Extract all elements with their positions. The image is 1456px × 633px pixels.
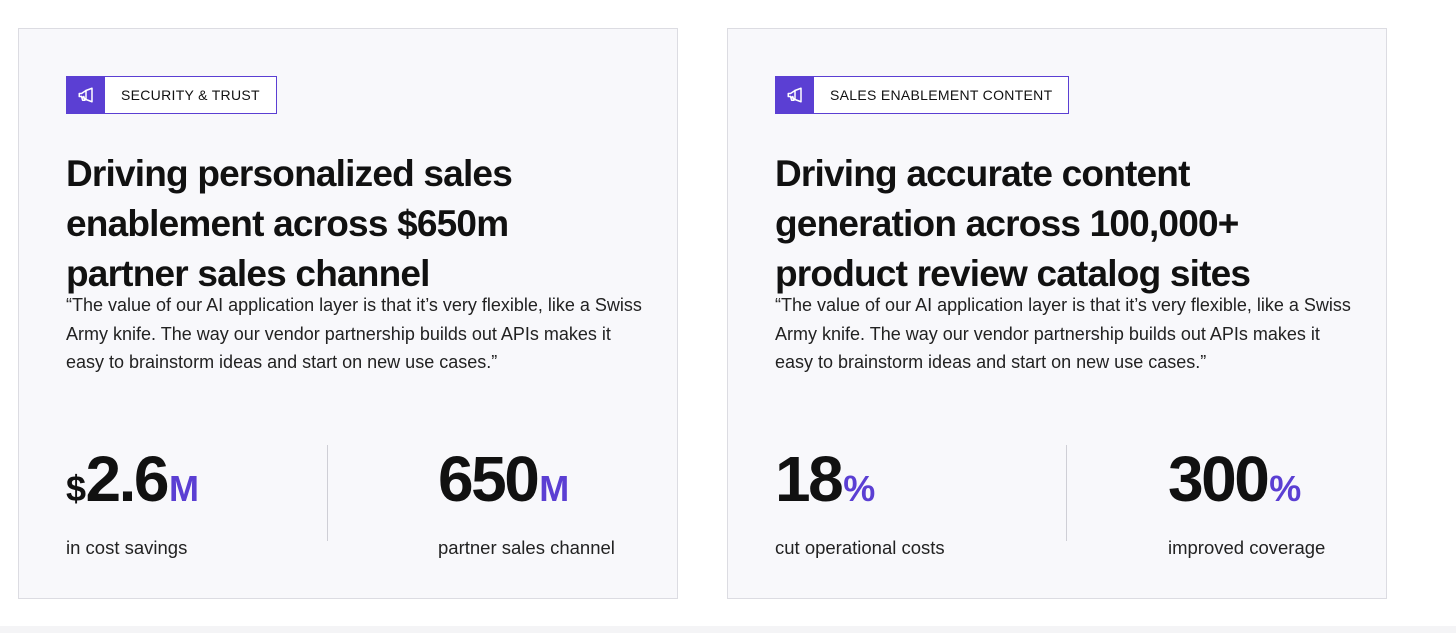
- stat-label: in cost savings: [66, 537, 188, 558]
- stat-divider: [1066, 445, 1067, 541]
- stat-label: partner sales channel: [438, 537, 615, 558]
- card-headline: Driving accurate content generation acro…: [775, 153, 1251, 294]
- stat-operational-costs: 18 % cut operational costs: [775, 441, 945, 559]
- stat-coverage: 300 % improved coverage: [1168, 441, 1325, 559]
- stat-label: cut operational costs: [775, 537, 945, 558]
- stat-suffix: M: [169, 468, 199, 509]
- stat-value: 300 %: [1168, 441, 1325, 517]
- stat-divider: [327, 445, 328, 541]
- stat-number: 650: [438, 443, 540, 515]
- card-headline: Driving personalized sales enablement ac…: [66, 153, 513, 294]
- stat-value: 650 M: [438, 441, 615, 517]
- customer-quote: “The value of our AI application layer i…: [66, 295, 642, 372]
- stat-cost-savings: $ 2.6 M in cost savings: [66, 441, 199, 559]
- case-study-card-security: SECURITY & TRUST Driving personalized sa…: [18, 28, 678, 599]
- customer-quote: “The value of our AI application layer i…: [775, 295, 1351, 372]
- section-bottom-edge: [0, 626, 1456, 633]
- stat-prefix: $: [66, 468, 86, 509]
- category-tag-label: SALES ENABLEMENT CONTENT: [830, 87, 1053, 103]
- stat-number: 18: [775, 443, 844, 515]
- category-tag-label: SECURITY & TRUST: [121, 87, 260, 103]
- case-study-card-sales-enablement: SALES ENABLEMENT CONTENT Driving accurat…: [727, 28, 1387, 599]
- stat-value: 18 %: [775, 441, 945, 517]
- stat-partner-channel: 650 M partner sales channel: [438, 441, 615, 559]
- stat-value: $ 2.6 M: [66, 441, 199, 517]
- stat-suffix: %: [843, 468, 875, 509]
- category-tag: SECURITY & TRUST: [66, 76, 277, 114]
- stat-suffix: M: [539, 468, 569, 509]
- category-tag: SALES ENABLEMENT CONTENT: [775, 76, 1070, 114]
- megaphone-icon: [776, 77, 814, 113]
- stat-number: 300: [1168, 443, 1270, 515]
- stat-label: improved coverage: [1168, 537, 1326, 558]
- stat-number: 2.6: [85, 443, 170, 515]
- stat-suffix: %: [1269, 468, 1301, 509]
- megaphone-icon: [67, 77, 105, 113]
